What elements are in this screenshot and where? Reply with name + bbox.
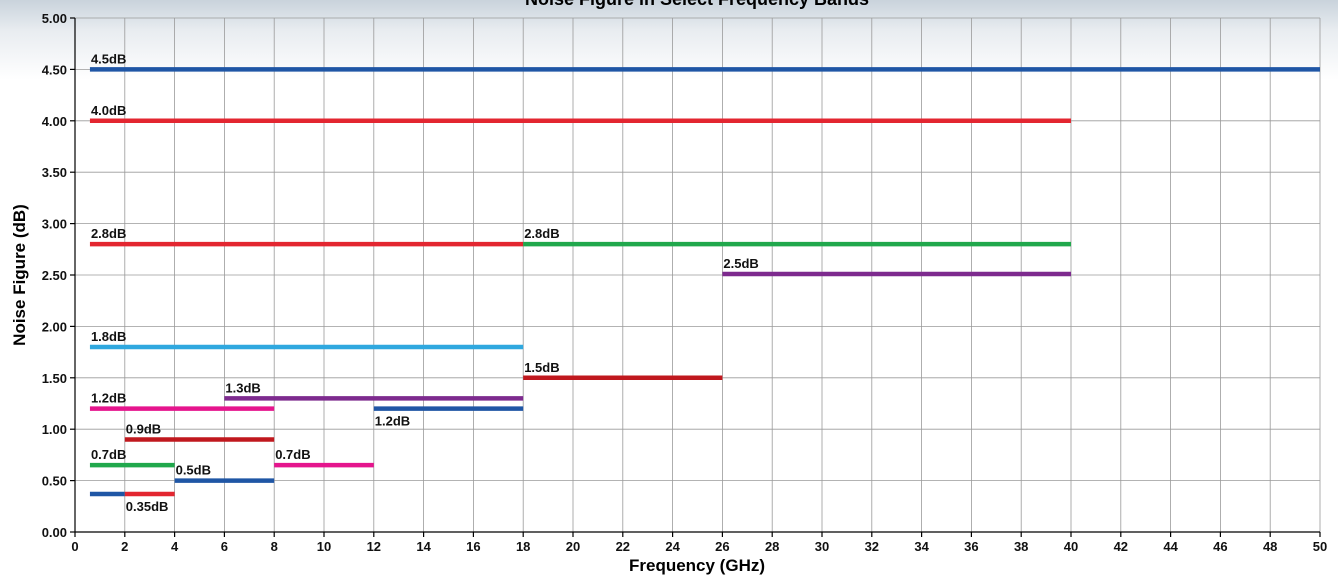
x-tick-label: 30	[815, 539, 829, 554]
x-tick-label: 48	[1263, 539, 1277, 554]
y-tick-label: 4.50	[42, 62, 67, 77]
x-tick-label: 4	[171, 539, 179, 554]
x-tick-label: 44	[1163, 539, 1178, 554]
segment-label-11: 0.9dB	[126, 421, 161, 436]
segment-label-9: 1.2dB	[91, 391, 126, 406]
x-axis-title: Frequency (GHz)	[629, 556, 765, 575]
x-tick-label: 32	[865, 539, 879, 554]
x-tick-label: 8	[271, 539, 278, 554]
x-tick-label: 46	[1213, 539, 1227, 554]
y-tick-label: 0.00	[42, 525, 67, 540]
segment-label-2: 4.0dB	[91, 103, 126, 118]
x-tick-label: 24	[665, 539, 680, 554]
segment-labels: 4.5dB 4.0dB 2.8dB 2.8dB 2.5dB 1.8dB 1.5dB 1.3dB…	[91, 51, 759, 514]
segment-label-12: 0.7dB	[91, 447, 126, 462]
y-tick-label: 3.00	[42, 217, 67, 232]
x-tick-label: 40	[1064, 539, 1078, 554]
x-tick-label: 0	[71, 539, 78, 554]
y-tick-label: 2.00	[42, 319, 67, 334]
series-segments	[89, 67, 1320, 497]
segment-label-10: 1.2dB	[375, 414, 410, 429]
x-tick-label: 20	[566, 539, 580, 554]
segment-label-4: 2.8dB	[524, 226, 559, 241]
x-tick-labels: 0 2 4 6 8 10 12 14 16 18 20 22 24 26 28 30 32 34 36 38 40 42 4…	[71, 539, 1327, 554]
x-tick-label: 10	[317, 539, 331, 554]
x-tick-label: 6	[221, 539, 228, 554]
y-tick-label: 3.50	[42, 165, 67, 180]
segment-label-14: 0.5dB	[176, 463, 211, 478]
y-tick-label: 5.00	[42, 11, 67, 26]
chart-title: Noise Figure in Select Frequency Bands	[525, 0, 869, 9]
y-tick-label: 1.50	[42, 371, 67, 386]
segment-label-6: 1.8dB	[91, 329, 126, 344]
segment-label-16: 0.35dB	[126, 499, 169, 514]
y-tick-label: 2.50	[42, 268, 67, 283]
grid	[74, 17, 1321, 533]
segment-label-8: 1.3dB	[225, 380, 260, 395]
x-tick-label: 50	[1313, 539, 1327, 554]
x-tick-label: 12	[367, 539, 381, 554]
x-tick-label: 42	[1114, 539, 1128, 554]
x-tick-label: 16	[466, 539, 480, 554]
x-tick-label: 36	[964, 539, 978, 554]
x-tick-label: 34	[914, 539, 929, 554]
x-tick-label: 28	[765, 539, 779, 554]
y-tick-label: 0.50	[42, 474, 67, 489]
axes	[70, 17, 1321, 537]
x-tick-label: 22	[616, 539, 630, 554]
x-tick-label: 18	[516, 539, 530, 554]
x-tick-label: 2	[121, 539, 128, 554]
x-tick-label: 26	[715, 539, 729, 554]
y-axis-title: Noise Figure (dB)	[10, 204, 29, 346]
x-tick-label: 14	[416, 539, 431, 554]
segment-label-5: 2.5dB	[723, 256, 758, 271]
y-tick-label: 4.00	[42, 114, 67, 129]
segment-label-1: 4.5dB	[91, 51, 126, 66]
x-tick-label: 38	[1014, 539, 1028, 554]
y-tick-label: 1.00	[42, 422, 67, 437]
segment-label-3: 2.8dB	[91, 226, 126, 241]
segment-label-13: 0.7dB	[275, 447, 310, 462]
segment-label-7: 1.5dB	[524, 360, 559, 375]
y-tick-labels: 0.00 0.50 1.00 1.50 2.00 2.50 3.00 3.50 4.00 4.50…	[42, 11, 67, 540]
